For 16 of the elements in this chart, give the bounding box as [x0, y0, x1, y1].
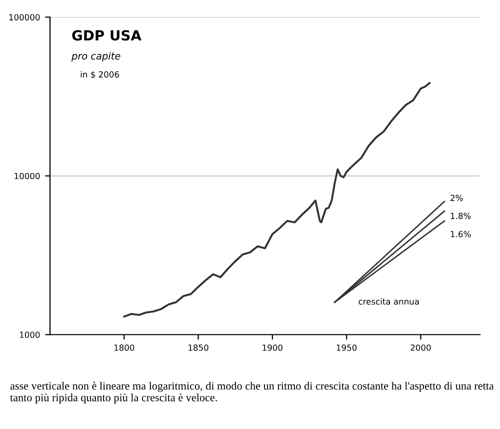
series-label: 2%	[450, 194, 463, 202]
series-label: 1.8%	[450, 212, 471, 220]
y-tick-label: 1000	[20, 332, 40, 338]
annotation: in $ 2006	[80, 71, 119, 79]
x-tick-label: 1850	[188, 344, 208, 351]
x-tick-label: 1950	[336, 344, 357, 351]
series-label: 1.6%	[450, 230, 471, 238]
x-tick-label: 1800	[114, 344, 134, 351]
x-tick-label: 2000	[410, 344, 431, 351]
y-tick-label: 10000	[14, 172, 40, 180]
text: pro capite	[71, 52, 120, 62]
x-tick-label: 1900	[262, 344, 282, 351]
y-tick-label: 100000	[9, 14, 40, 20]
text: GDP USA	[72, 30, 142, 41]
annotation: crescita annua	[358, 298, 419, 305]
text: asse verticale non è lineare ma logaritmico, di modo che un ritmo di crescita costante ha l'aspetto di una retta tanto più ripida quanto più la crescita è veloce.	[10, 382, 494, 404]
